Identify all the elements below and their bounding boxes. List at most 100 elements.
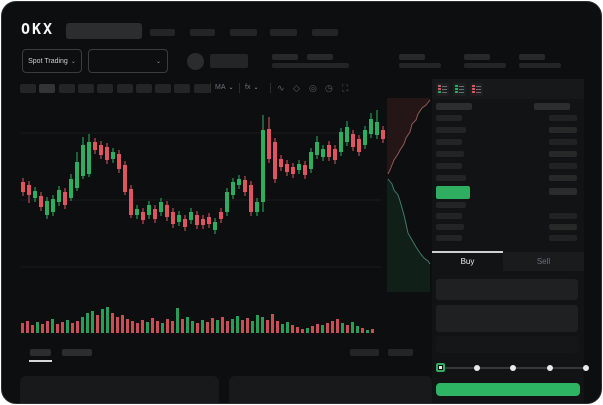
nav-item[interactable] bbox=[312, 29, 338, 36]
volume-bar bbox=[126, 319, 129, 333]
pair-name-placeholder[interactable] bbox=[210, 54, 248, 68]
nav-item[interactable] bbox=[270, 29, 297, 36]
volume-bar bbox=[351, 322, 354, 333]
history-icon[interactable]: ◷ bbox=[325, 83, 333, 93]
bottom-action-button[interactable] bbox=[350, 349, 379, 356]
ask-row-price[interactable] bbox=[436, 115, 462, 121]
timeframe-button[interactable] bbox=[174, 84, 191, 93]
amount-input[interactable] bbox=[436, 305, 578, 332]
orderbook-view-bids-icon[interactable] bbox=[453, 82, 466, 96]
divider bbox=[239, 83, 240, 93]
divider bbox=[210, 83, 211, 93]
draw-icon[interactable]: ◇ bbox=[293, 83, 300, 93]
volume-bar bbox=[66, 320, 69, 333]
ask-row-price[interactable] bbox=[436, 139, 462, 145]
orders-panel-left bbox=[20, 376, 219, 403]
pair-selector-dropdown[interactable]: ⌄ bbox=[88, 49, 168, 73]
candle-body bbox=[69, 179, 73, 198]
camera-icon[interactable]: ◎ bbox=[309, 83, 317, 93]
fullscreen-icon[interactable]: ⛶ bbox=[342, 83, 349, 93]
chevron-down-icon: ⌄ bbox=[253, 85, 259, 91]
stat-label bbox=[399, 54, 425, 60]
candle-body bbox=[159, 202, 163, 212]
nav-item[interactable] bbox=[150, 29, 175, 36]
candle-body bbox=[303, 165, 307, 175]
volume-bar bbox=[161, 323, 164, 333]
volume-bar bbox=[311, 326, 314, 333]
timeframe-button[interactable] bbox=[77, 84, 94, 93]
slider-stop[interactable] bbox=[473, 365, 480, 371]
candle-body bbox=[213, 222, 217, 230]
slider-stop[interactable] bbox=[510, 365, 516, 371]
volume-bar bbox=[71, 323, 74, 333]
divider bbox=[270, 83, 271, 93]
candle-body bbox=[177, 215, 181, 222]
depth-bids-area bbox=[387, 179, 430, 292]
volume-bar bbox=[341, 323, 344, 333]
ask-row-price[interactable] bbox=[436, 151, 464, 157]
bid-row-amount bbox=[549, 224, 577, 230]
volume-bar bbox=[366, 330, 369, 333]
ma-dropdown[interactable]: MA ⌄ bbox=[215, 84, 234, 91]
nav-item[interactable] bbox=[230, 29, 257, 36]
timeframe-button[interactable] bbox=[155, 84, 172, 93]
orderbook-view-asks-icon[interactable] bbox=[470, 82, 483, 96]
timeframe-button[interactable] bbox=[20, 84, 36, 93]
candle-body bbox=[39, 196, 43, 207]
tab-sell[interactable]: Sell bbox=[536, 257, 551, 266]
bottom-tab[interactable] bbox=[30, 349, 51, 356]
slider-handle[interactable] bbox=[435, 363, 445, 372]
volume-bar bbox=[246, 318, 249, 333]
nav-item[interactable] bbox=[190, 29, 215, 36]
timeframe-button[interactable] bbox=[135, 84, 152, 93]
ask-row-price[interactable] bbox=[436, 175, 466, 181]
candle-body bbox=[261, 130, 265, 202]
slider-stop[interactable] bbox=[583, 365, 589, 371]
volume-bar bbox=[141, 320, 144, 333]
volume-bar bbox=[56, 324, 59, 333]
candle-body bbox=[141, 212, 145, 220]
candle-body bbox=[381, 130, 385, 139]
volume-bar bbox=[271, 314, 274, 333]
bottom-tab[interactable] bbox=[62, 349, 92, 356]
ask-row-price[interactable] bbox=[436, 127, 466, 133]
buy-submit-button[interactable] bbox=[436, 383, 580, 396]
wave-icon[interactable]: ∿ bbox=[277, 83, 285, 93]
indicator-dropdown[interactable]: fx ⌄ bbox=[245, 84, 258, 91]
timeframe-button[interactable] bbox=[97, 84, 114, 93]
depth-bids-line bbox=[387, 178, 431, 265]
market-type-dropdown[interactable]: Spot Trading ⌄ bbox=[22, 49, 82, 73]
search-input[interactable] bbox=[66, 23, 142, 39]
candle-body bbox=[207, 217, 211, 224]
tab-buy[interactable]: Buy bbox=[460, 257, 475, 266]
candle-body bbox=[81, 145, 85, 176]
timeframe-button[interactable] bbox=[58, 84, 75, 93]
ask-row-price[interactable] bbox=[436, 163, 462, 169]
bid-row-price[interactable] bbox=[436, 224, 464, 230]
last-price-badge[interactable] bbox=[436, 186, 470, 199]
chevron-down-icon: ⌄ bbox=[70, 58, 76, 65]
okx-logo[interactable]: OKX bbox=[21, 20, 55, 38]
timeframe-button[interactable] bbox=[116, 84, 133, 93]
bid-row-price[interactable] bbox=[436, 213, 462, 219]
bid-row-price[interactable] bbox=[436, 235, 462, 241]
slider-stop[interactable] bbox=[546, 365, 553, 371]
volume-bar bbox=[206, 322, 209, 333]
candle-body bbox=[201, 219, 205, 225]
orderbook-view-both-icon[interactable] bbox=[436, 82, 449, 96]
volume-bar bbox=[26, 321, 29, 333]
volume-bar bbox=[81, 317, 84, 333]
bottom-action-button[interactable] bbox=[388, 349, 413, 356]
candle-body bbox=[165, 205, 169, 217]
volume-bar bbox=[346, 325, 349, 333]
ask-row-amount bbox=[549, 163, 577, 169]
volume-bar bbox=[76, 321, 79, 333]
candle-body bbox=[75, 162, 79, 188]
price-input[interactable] bbox=[436, 279, 578, 300]
bid-row-price[interactable] bbox=[436, 202, 466, 208]
timeframe-button[interactable] bbox=[39, 84, 56, 93]
timeframe-button[interactable] bbox=[193, 84, 210, 93]
volume-bar bbox=[41, 324, 44, 333]
candle-body bbox=[147, 205, 151, 215]
